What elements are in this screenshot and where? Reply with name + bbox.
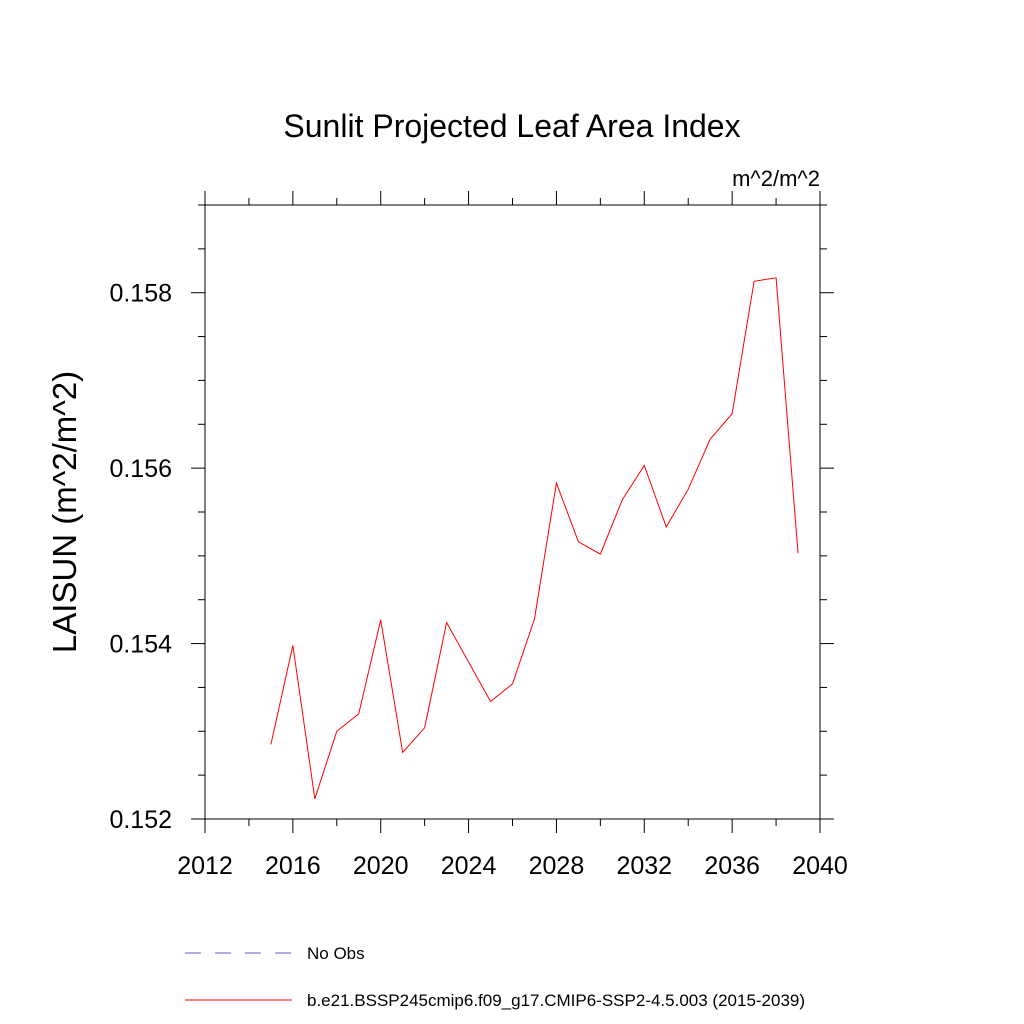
series-group — [270, 277, 799, 799]
chart-title: Sunlit Projected Leaf Area Index — [283, 108, 740, 144]
x-tick-label: 2024 — [441, 852, 497, 880]
y-tick-label: 0.158 — [109, 280, 172, 308]
legend-label-no-obs: No Obs — [307, 944, 365, 963]
units-label: m^2/m^2 — [732, 166, 820, 191]
legend: No Obs b.e21.BSSP245cmip6.f09_g17.CMIP6-… — [185, 944, 805, 1010]
y-axis-label: LAISUN (m^2/m^2) — [46, 371, 83, 653]
y-tick-label: 0.154 — [109, 631, 172, 659]
x-tick-label: 2028 — [529, 852, 585, 880]
x-tick-label: 2012 — [177, 852, 233, 880]
plot-frame — [204, 204, 821, 820]
x-axis-ticks — [204, 191, 821, 833]
x-tick-label: 2020 — [353, 852, 409, 880]
legend-label-model: b.e21.BSSP245cmip6.f09_g17.CMIP6-SSP2-4.… — [307, 991, 805, 1010]
x-axis-tick-labels: 2012 2016 2020 2024 2028 2032 2036 2040 — [177, 852, 848, 880]
y-axis-tick-labels: 0.152 0.154 0.156 0.158 — [109, 280, 172, 834]
x-tick-label: 2016 — [265, 852, 321, 880]
x-tick-label: 2040 — [792, 852, 848, 880]
y-tick-label: 0.152 — [109, 806, 172, 834]
series-line — [270, 277, 799, 799]
x-tick-label: 2032 — [616, 852, 672, 880]
x-tick-label: 2036 — [704, 852, 760, 880]
y-axis-ticks — [191, 204, 834, 820]
y-tick-label: 0.156 — [109, 455, 172, 483]
